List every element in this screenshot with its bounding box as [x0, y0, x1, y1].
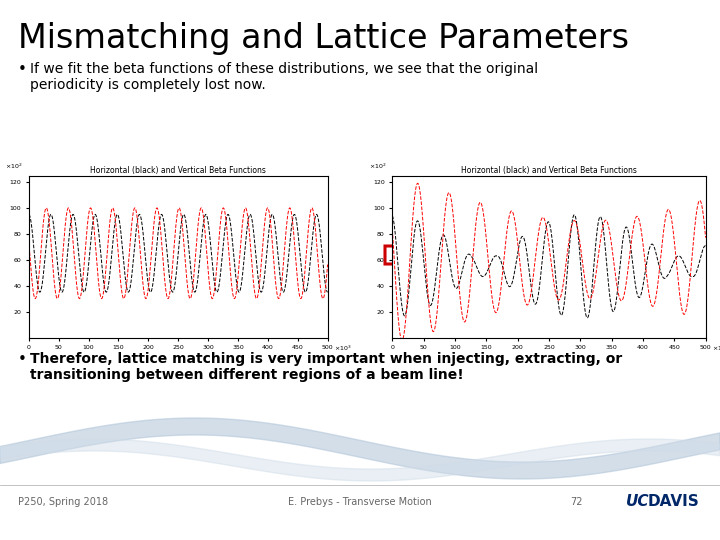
Text: P250, Spring 2018: P250, Spring 2018 [18, 497, 108, 507]
Text: UC: UC [626, 495, 649, 510]
Title: Horizontal (black) and Vertical Beta Functions: Horizontal (black) and Vertical Beta Fun… [90, 166, 266, 175]
Text: •: • [18, 62, 27, 77]
Text: $\times 10^3$: $\times 10^3$ [333, 343, 351, 353]
Text: •: • [18, 352, 27, 367]
Text: periodicity is completely lost now.: periodicity is completely lost now. [30, 78, 266, 92]
Text: $\times 10^2$: $\times 10^2$ [5, 162, 23, 171]
Title: Horizontal (black) and Vertical Beta Functions: Horizontal (black) and Vertical Beta Fun… [461, 166, 637, 175]
FancyArrow shape [385, 241, 437, 269]
Text: If we fit the beta functions of these distributions, we see that the original: If we fit the beta functions of these di… [30, 62, 538, 76]
Text: Therefore, lattice matching is very important when injecting, extracting, or: Therefore, lattice matching is very impo… [30, 352, 622, 366]
Text: E. Prebys - Transverse Motion: E. Prebys - Transverse Motion [288, 497, 432, 507]
Text: Mismatching and Lattice Parameters: Mismatching and Lattice Parameters [18, 22, 629, 55]
Text: $\times 10^2$: $\times 10^2$ [369, 162, 386, 171]
Text: transitioning between different regions of a beam line!: transitioning between different regions … [30, 368, 464, 382]
Text: DAVIS: DAVIS [648, 495, 700, 510]
Text: $\times 10^3$: $\times 10^3$ [712, 343, 720, 353]
Text: 72: 72 [570, 497, 582, 507]
